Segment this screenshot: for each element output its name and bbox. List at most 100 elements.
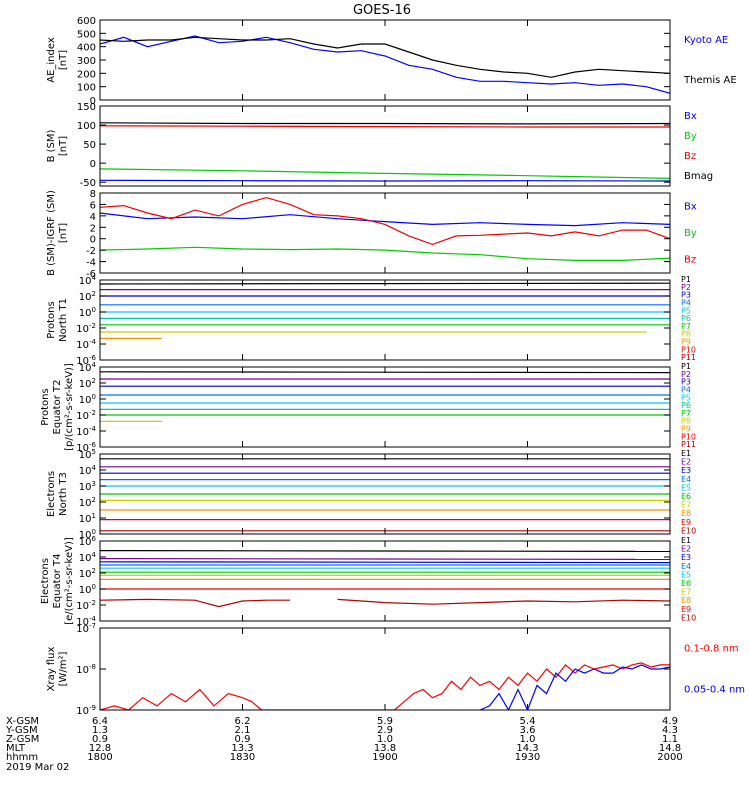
series-line-by — [100, 168, 670, 179]
series-group — [100, 662, 670, 710]
legend-entry: E4 — [681, 475, 691, 484]
legend-entry: E7 — [681, 501, 691, 510]
panel-p_equator: 104 102 100 10-2 10-4 10-6 Protons Equator T2 [p… — [40, 361, 696, 454]
series-line-e10 — [100, 598, 670, 608]
y-tick-label: 0 — [90, 235, 96, 246]
legend-entry: E9 — [681, 605, 691, 614]
y-axis-label: AE_index — [46, 37, 57, 83]
legend-entry: Bmag — [684, 171, 713, 182]
series-group — [100, 196, 670, 261]
series-group — [100, 371, 670, 422]
legend-entry: E8 — [681, 509, 691, 518]
legend-entry: Bz — [684, 255, 696, 266]
x-axis-value: 13.3 — [231, 743, 253, 754]
legend-entry: P9 — [681, 425, 691, 434]
x-axis-value: 1930 — [515, 752, 540, 763]
x-axis-value: 1.1 — [662, 734, 678, 745]
y-tick-label: 10-7 — [76, 622, 96, 635]
legend-entry: E7 — [681, 588, 691, 597]
legend-entry: P5 — [681, 393, 691, 402]
y-axis-label: [p/(cm²-s-sr-keV)] — [64, 363, 75, 451]
y-axis-label: North T3 — [58, 472, 69, 516]
legend-entry: P4 — [681, 298, 691, 307]
y-tick-label: -4 — [86, 258, 96, 269]
legend-entry: Themis AE — [683, 75, 737, 86]
x-axis-value: 1830 — [230, 752, 255, 763]
y-tick-label: 300 — [77, 56, 96, 67]
legend-entry: P5 — [681, 306, 691, 315]
y-axis-label: B (SM)-IGRF (SM) — [46, 190, 57, 276]
legend-entry: By — [684, 228, 697, 239]
x-axis-row-label: MLT — [6, 743, 26, 754]
x-axis-value: 1.0 — [377, 734, 393, 745]
x-axis-value: 2.1 — [235, 725, 251, 736]
y-tick-label: 10-6 — [76, 441, 96, 454]
series-group — [100, 35, 670, 94]
x-axis-row-label: Z-GSM — [6, 734, 39, 745]
y-tick-label: -6 — [86, 269, 96, 280]
legend-entry: P1 — [681, 362, 691, 371]
y-tick-label: 4 — [90, 212, 96, 223]
x-axis-row-label: 2019 Mar 02 — [6, 762, 69, 773]
x-axis-value: 3.6 — [520, 725, 536, 736]
y-axis-label: Protons — [40, 388, 51, 425]
y-tick-label: 2 — [90, 223, 96, 234]
x-axis-value: 6.4 — [92, 716, 108, 727]
y-tick-label: 10-6 — [76, 354, 96, 367]
legend-entry: P7 — [681, 409, 691, 418]
legend-entry: P7 — [681, 322, 691, 331]
legend-entry: By — [684, 131, 697, 142]
y-tick-label: 10-4 — [76, 615, 96, 628]
y-axis-label: Protons — [46, 301, 57, 338]
series-line-bmag — [100, 122, 670, 125]
y-tick-label: 600 — [77, 16, 96, 27]
x-axis-value: 2.9 — [377, 725, 393, 736]
legend-entry: P3 — [681, 378, 691, 387]
x-axis-value: 4.9 — [662, 716, 678, 727]
y-tick-label: 100 — [77, 121, 96, 132]
legend-entry: Bz — [684, 151, 696, 162]
x-axis-value: 0.9 — [92, 734, 108, 745]
y-tick-label: 104 — [79, 551, 97, 564]
y-tick-label: 400 — [77, 43, 96, 54]
x-axis-value: 1.0 — [520, 734, 536, 745]
y-tick-label: 200 — [77, 69, 96, 80]
x-axis-value: 2000 — [657, 752, 682, 763]
legend-entry: P11 — [681, 440, 696, 449]
y-tick-label: 10-4 — [76, 425, 96, 438]
y-tick-label: 10-2 — [76, 599, 96, 612]
y-tick-label: 102 — [79, 377, 96, 390]
x-axis-row-label: Y-GSM — [5, 725, 38, 736]
y-tick-label: -2 — [86, 246, 96, 257]
series-line-0-1-0-8-nm — [100, 662, 670, 710]
legend-entry: Bx — [684, 111, 697, 122]
x-axis-row-label: hhmm — [6, 752, 38, 763]
legend-entry: P6 — [681, 401, 691, 410]
y-tick-label: -50 — [80, 178, 96, 189]
legend-entry: P4 — [681, 385, 691, 394]
y-axis-label: [nT] — [58, 223, 69, 243]
y-tick-label: 10-8 — [76, 663, 96, 676]
legend-entry: P6 — [681, 314, 691, 323]
legend-entry: P10 — [681, 432, 696, 441]
x-axis-value: 4.3 — [662, 725, 678, 736]
y-axis-label: [W/m²] — [58, 651, 69, 686]
legend-entry: E5 — [681, 570, 691, 579]
y-axis-label: Electrons — [40, 558, 51, 604]
y-axis-label: [nT] — [58, 136, 69, 156]
series-group — [100, 122, 670, 182]
y-tick-label: 103 — [79, 480, 96, 493]
y-tick-label: 104 — [79, 464, 97, 477]
legend-entry: 0.05-0.4 nm — [684, 685, 745, 696]
x-axis-value: 1800 — [87, 752, 112, 763]
series-line-0-05-0-4-nm — [479, 664, 670, 710]
x-axis-value: 14.8 — [659, 743, 681, 754]
series-group — [100, 458, 670, 532]
y-tick-label: 6 — [90, 200, 96, 211]
y-axis-label: Xray flux — [46, 647, 57, 692]
y-axis-label: Electrons — [46, 471, 57, 517]
